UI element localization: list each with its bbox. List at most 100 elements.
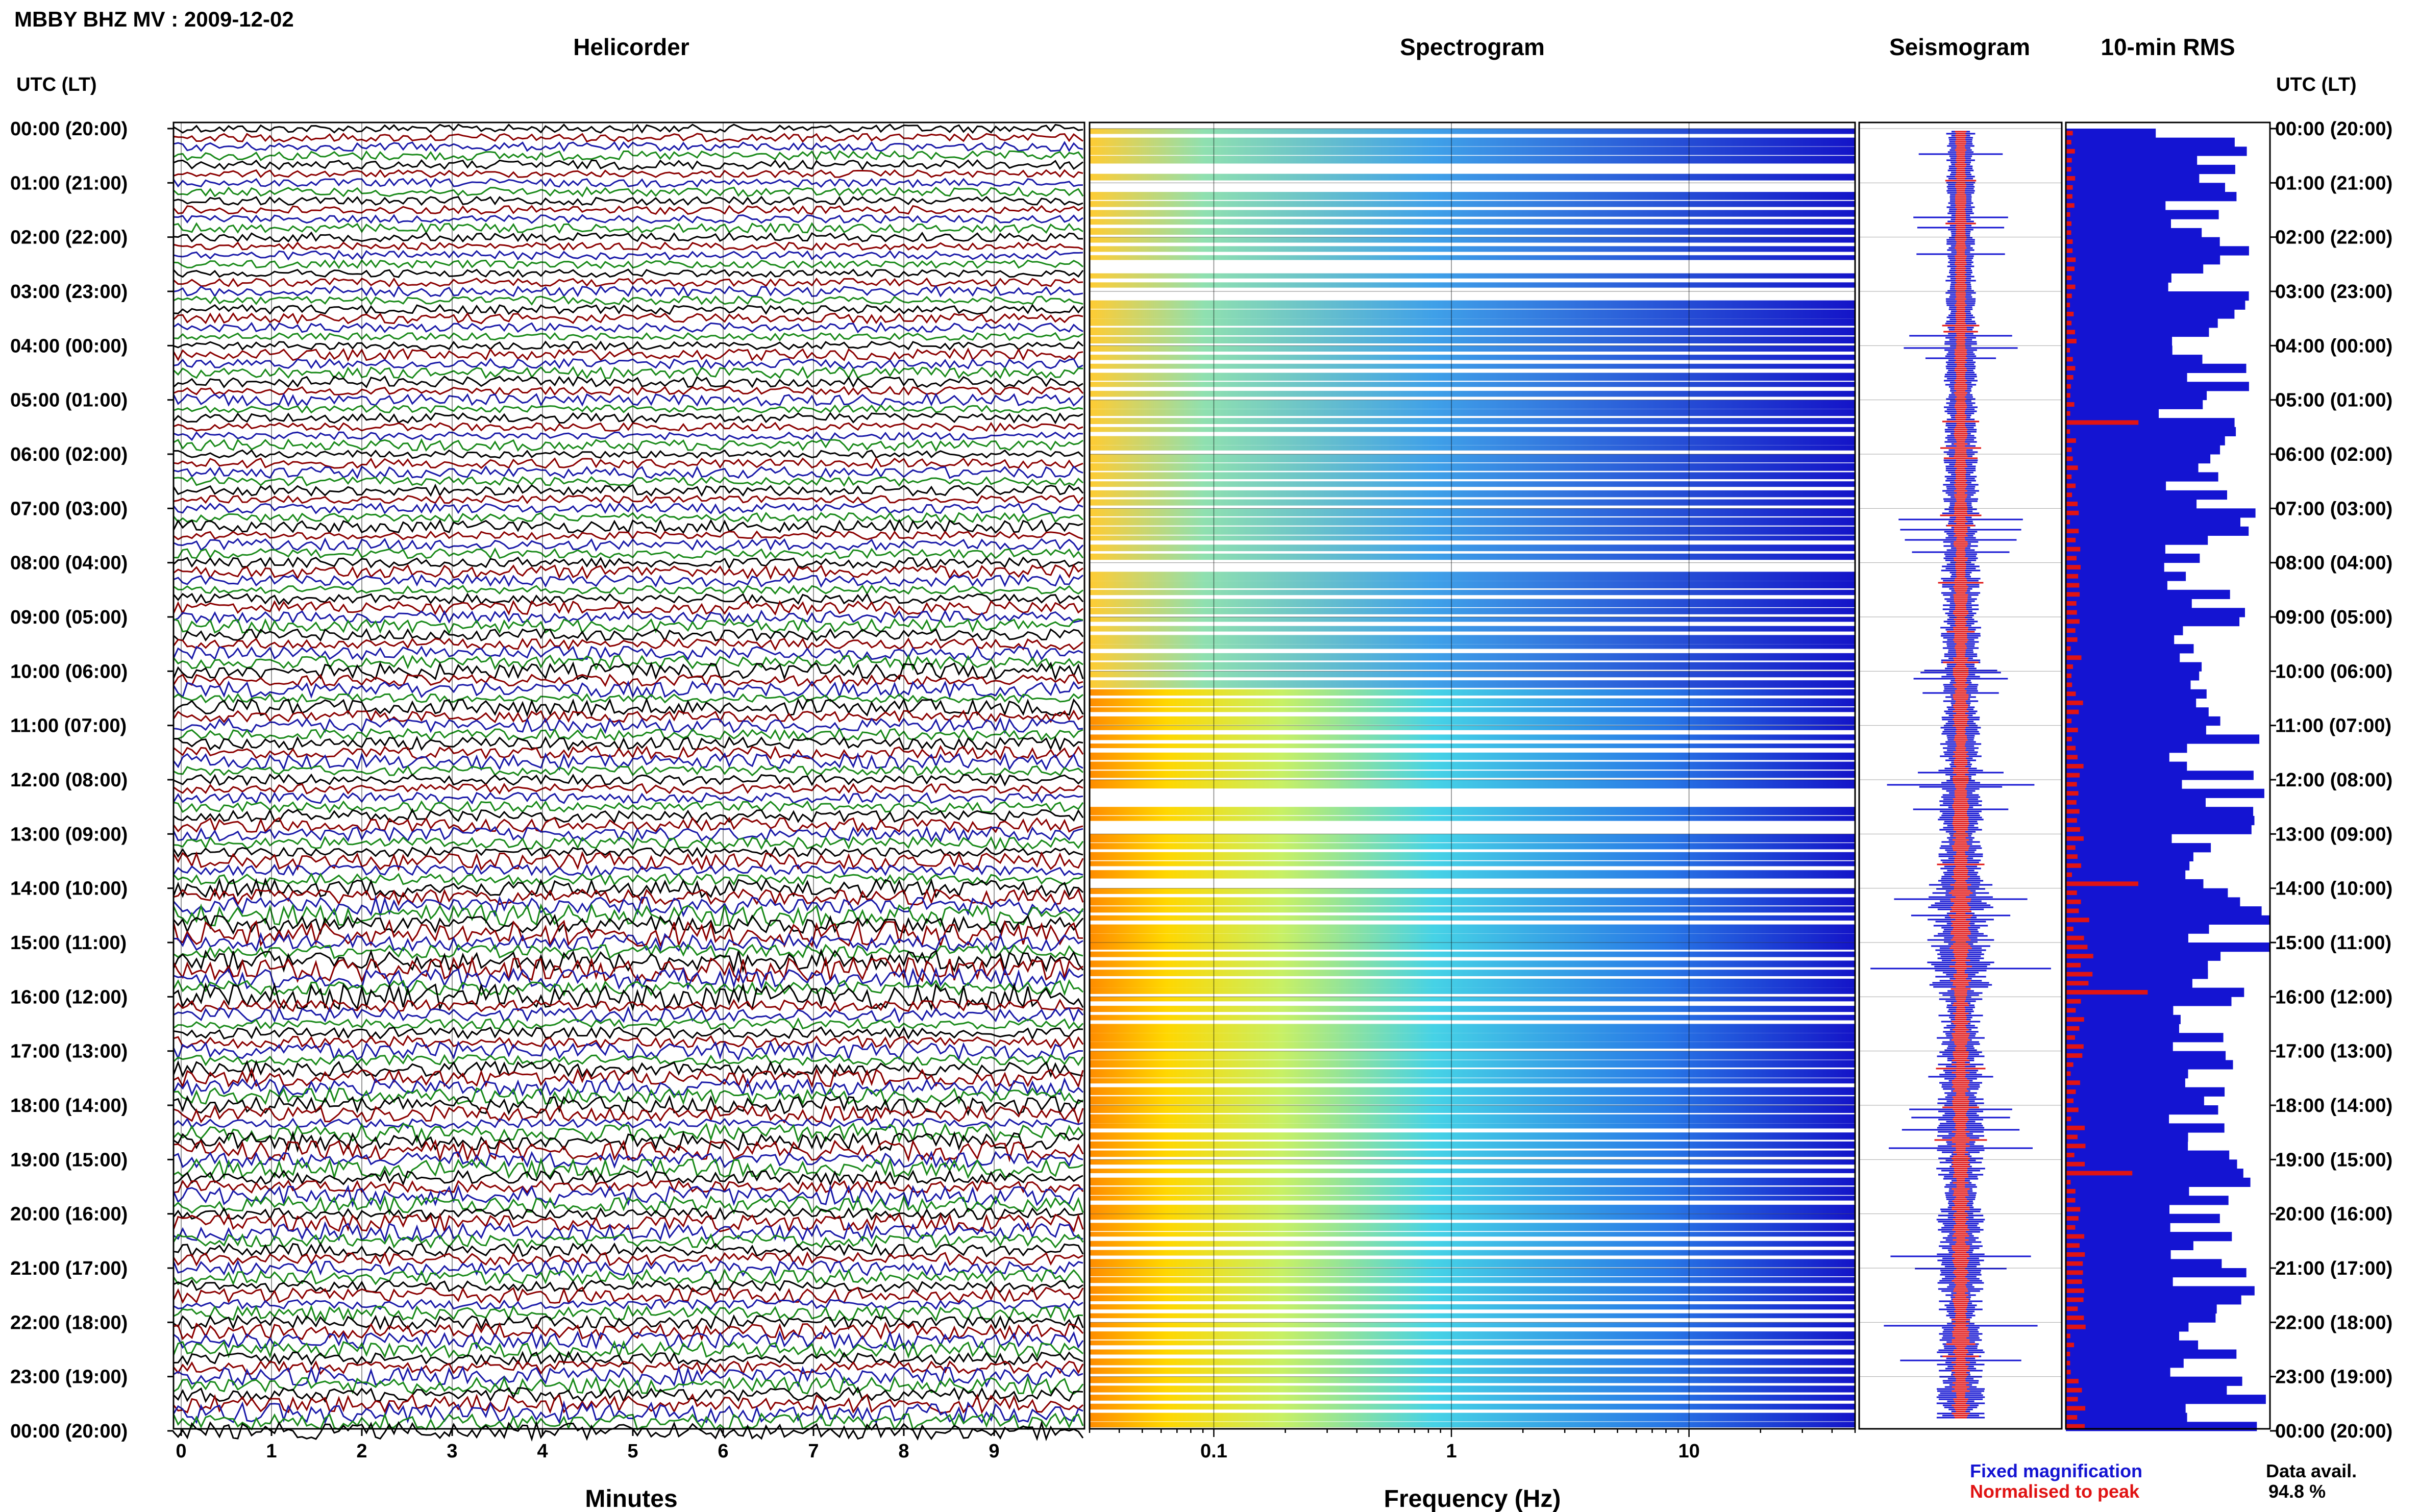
helicorder-trace: [172, 592, 1084, 605]
rms-bar-fixed: [2066, 264, 2204, 274]
rms-bar-fixed: [2066, 1186, 2189, 1196]
helicorder-trace: [172, 1077, 1084, 1097]
rms-bar-normalised: [2066, 1098, 2074, 1103]
helicorder-trace: [172, 431, 1083, 441]
spectrogram-band: [1090, 210, 1855, 217]
helicorder-trace: [172, 177, 1083, 188]
helicorder-trace: [172, 903, 1084, 928]
rms-bar-fixed: [2066, 1042, 2173, 1052]
spectrogram-band: [1090, 1385, 1855, 1393]
rms-bar-normalised: [2066, 411, 2070, 416]
rms-bar-normalised: [2066, 646, 2071, 651]
rms-bar-fixed: [2066, 834, 2172, 844]
spectrogram-band: [1090, 1169, 1855, 1173]
seismogram-title: Seismogram: [1889, 34, 2030, 60]
rms-bar-fixed: [2066, 662, 2202, 672]
rms-bar-fixed: [2066, 960, 2208, 970]
rms-bar-normalised: [2066, 945, 2088, 950]
spectrogram-band: [1090, 1159, 1855, 1165]
helicorder-trace: [172, 673, 1083, 688]
spectrogram-band: [1090, 1349, 1855, 1355]
rms-bar-fixed: [2066, 427, 2236, 436]
rms-bar-fixed: [2066, 1376, 2242, 1386]
helicorder-trace: [172, 563, 1083, 580]
rms-bar-normalised: [2066, 474, 2072, 479]
spectrogram-band: [1090, 1078, 1855, 1084]
rms-bar-normalised: [2066, 728, 2078, 732]
panel-frame: [1089, 121, 1856, 1430]
helicorder-x-tick-label: 3: [447, 1441, 457, 1462]
rms-bar-fixed: [2066, 373, 2187, 382]
helicorder-trace: [172, 422, 1083, 433]
spectrogram-band: [1090, 834, 1855, 842]
rms-bar-normalised: [2066, 375, 2074, 380]
right-time-label: 08:00 (04:00): [2275, 553, 2392, 574]
right-time-label: 13:00 (09:00): [2275, 824, 2392, 845]
helicorder-trace: [172, 295, 1083, 306]
rms-bar-normalised: [2066, 972, 2093, 977]
rms-bar-normalised: [2066, 809, 2080, 814]
rms-bar-normalised: [2066, 610, 2077, 615]
right-time-label: 04:00 (00:00): [2275, 335, 2392, 357]
right-time-label: 03:00 (23:00): [2275, 281, 2392, 303]
helicorder-trace: [172, 277, 1083, 288]
helicorder-trace: [172, 1259, 1083, 1277]
helicorder-trace: [172, 285, 1083, 298]
rms-bar-fixed: [2066, 1232, 2232, 1242]
helicorder-trace: [172, 1118, 1083, 1129]
rms-bar-normalised: [2066, 339, 2077, 343]
rms-bar-normalised: [2066, 854, 2078, 859]
rms-bar-fixed: [2066, 1322, 2189, 1332]
spectrogram-band: [1090, 1259, 1855, 1268]
spectrogram-band: [1090, 137, 1855, 146]
spectrogram-band: [1090, 581, 1855, 588]
spectrogram-band: [1090, 1376, 1855, 1383]
rms-bar-normalised: [2066, 1243, 2080, 1248]
rms-bar-normalised: [2066, 863, 2081, 868]
rms-bar-fixed: [2066, 173, 2200, 183]
helicorder-x-tick-label: 9: [989, 1441, 999, 1462]
rms-bar-fixed: [2066, 1177, 2251, 1187]
helicorder-trace: [172, 850, 1084, 872]
rms-bar-normalised: [2066, 981, 2089, 986]
helicorder-x-label: Minutes: [585, 1485, 677, 1512]
helicorder-trace: [172, 304, 1084, 315]
helicorder-trace: [172, 654, 1083, 671]
helicorder-trace: [172, 609, 1083, 624]
rms-bar-normalised: [2066, 1379, 2079, 1383]
spectrogram-band: [1090, 915, 1855, 921]
spectrogram-band: [1090, 1096, 1855, 1105]
rms-bar-normalised: [2066, 1080, 2080, 1085]
helicorder-x-tick-label: 2: [356, 1441, 367, 1462]
spectrogram-band: [1090, 572, 1855, 581]
rms-bar-fixed: [2066, 698, 2196, 708]
rms-bar-fixed: [2066, 1006, 2174, 1015]
helicorder-trace: [172, 169, 1083, 179]
spectrogram-band: [1090, 725, 1855, 730]
spectrogram-band: [1090, 589, 1855, 596]
seismogram-panel: [1859, 128, 2062, 1419]
rms-bar-fixed: [2066, 490, 2227, 500]
spectrogram-band: [1090, 888, 1855, 894]
helicorder-x-tick-label: 0: [176, 1441, 186, 1462]
rms-bar-normalised: [2066, 402, 2075, 407]
left-time-label: 13:00 (09:00): [10, 824, 128, 845]
rms-bar-normalised: [2066, 1343, 2075, 1348]
spectrogram-band: [1090, 1024, 1855, 1033]
rms-bar-fixed: [2066, 1331, 2179, 1341]
panel-frame: [2065, 121, 2271, 1430]
rms-bar-normalised: [2066, 637, 2078, 642]
helicorder-trace: [172, 1184, 1083, 1208]
rms-bar-normalised: [2066, 140, 2071, 145]
spectrogram-band: [1090, 924, 1855, 933]
spectrogram-band: [1090, 255, 1855, 260]
rms-bar-normalised: [2066, 221, 2071, 226]
rms-bar-normalised: [2066, 510, 2079, 515]
spectrogram-band: [1090, 861, 1855, 866]
rms-bar-fixed: [2066, 445, 2220, 455]
helicorder-trace: [172, 764, 1083, 777]
spectrogram-band: [1090, 327, 1855, 336]
rms-bar-normalised: [2066, 1351, 2070, 1356]
spectrogram-band: [1090, 336, 1855, 343]
helicorder-trace: [172, 846, 1083, 858]
